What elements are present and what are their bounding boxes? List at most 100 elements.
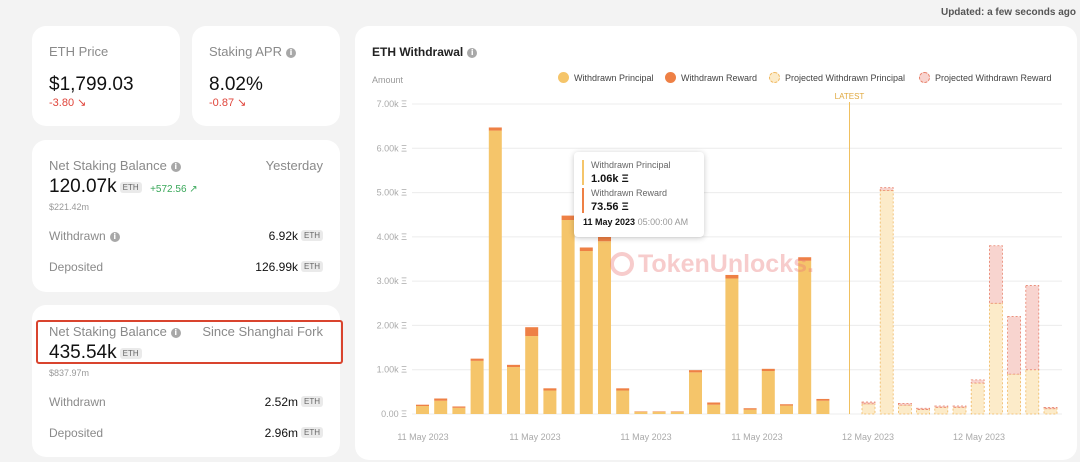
net-staking-change: +572.56 ↗ (150, 184, 198, 195)
reward-bar (488, 127, 502, 131)
principal-bar (598, 241, 611, 414)
projected-principal-bar (952, 406, 967, 415)
eth-unit-tag: ETH (301, 427, 323, 438)
y-tick-label: 0.00 Ξ (381, 409, 407, 419)
reward-bar (561, 215, 575, 221)
deposited-label: Deposited (49, 426, 104, 440)
eth-unit-tag: ETH (301, 230, 323, 241)
principal-bar (725, 278, 739, 414)
tooltip-principal-label: Withdrawn Principal (591, 160, 671, 170)
withdrawn-label: Withdrawn (49, 395, 106, 409)
y-tick-label: 5.00k Ξ (377, 188, 408, 198)
projected-principal-bar (1007, 373, 1021, 415)
withdrawn-row: Withdrawn 2.52m ETH (49, 395, 323, 409)
principal-bar (488, 130, 502, 415)
principal-bar (689, 372, 702, 414)
withdrawn-value: 6.92k (268, 229, 298, 243)
reward-bar (507, 364, 520, 368)
legend-swatch (558, 72, 569, 83)
legend-swatch (919, 72, 930, 83)
net-staking-value-row: 120.07k ETH +572.56 ↗ (49, 176, 198, 198)
tooltip-datetime: 11 May 2023 05:00:00 AM (583, 217, 688, 227)
deposited-value: 2.96m (264, 426, 298, 440)
projected-reward-bar (934, 405, 949, 408)
net-staking-label-row: Net Staking Balance i (49, 158, 181, 173)
y-tick-label: 2.00k Ξ (377, 320, 408, 330)
reward-bar (416, 404, 429, 407)
reward-bar (579, 247, 593, 252)
projected-reward-bar (989, 245, 1003, 304)
legend-projected-reward[interactable]: Projected Withdrawn Reward (919, 72, 1052, 83)
net-staking-value-row: 435.54k ETH (49, 342, 142, 364)
principal-bar (707, 404, 721, 414)
reward-bar (434, 398, 448, 401)
projected-principal-bar (970, 382, 985, 415)
tooltip-principal-value: 1.06k Ξ (591, 173, 629, 185)
principal-bar (434, 400, 448, 414)
info-icon[interactable]: i (109, 232, 120, 242)
eth-price-value: $1,799.03 (49, 74, 134, 95)
eth-price-label: ETH Price (49, 44, 109, 59)
net-staking-usd: $221.42m (49, 202, 90, 212)
legend-projected-principal[interactable]: Projected Withdrawn Principal (769, 72, 905, 83)
reward-bar (798, 257, 812, 261)
withdrawn-label: Withdrawn (49, 229, 106, 243)
staking-apr-card: Staking APR i 8.02% -0.87 ↘ (192, 26, 340, 126)
projected-reward-bar (970, 379, 985, 384)
staking-apr-change: -0.87 ↘ (209, 97, 247, 109)
info-icon[interactable]: i (467, 48, 478, 58)
y-axis-label: Amount (372, 75, 404, 85)
principal-bar (652, 411, 666, 414)
projected-reward-bar (1025, 285, 1040, 371)
info-icon[interactable]: i (170, 162, 181, 172)
info-icon[interactable]: i (286, 48, 296, 58)
tooltip-reward-marker (582, 188, 584, 213)
y-tick-label: 4.00k Ξ (377, 232, 408, 242)
legend-label: Withdrawn Principal (574, 73, 654, 83)
projected-principal-bar (916, 409, 930, 415)
projected-reward-bar (861, 401, 876, 405)
watermark: TokenUnlocks. (610, 250, 814, 279)
y-tick-label: 1.00k Ξ (377, 365, 408, 375)
legend-label: Projected Withdrawn Reward (935, 73, 1052, 83)
withdrawn-value-group: 2.52m ETH (265, 395, 323, 409)
reward-bar (616, 388, 630, 391)
projected-principal-bar (1043, 408, 1058, 415)
projected-principal-bar (879, 189, 894, 415)
y-tick-label: 7.00k Ξ (377, 99, 408, 109)
net-staking-value: 435.54k (49, 342, 117, 363)
projected-principal-bar (1025, 369, 1040, 415)
withdrawn-value-group: 6.92k ETH (269, 229, 323, 243)
principal-bar (616, 390, 630, 414)
projected-reward-bar (879, 187, 894, 191)
deposited-value-group: 2.96m ETH (265, 426, 323, 440)
legend-label: Projected Withdrawn Principal (785, 73, 906, 83)
projected-principal-bar (989, 302, 1003, 415)
legend-withdrawn-principal[interactable]: Withdrawn Principal (558, 72, 654, 83)
projected-principal-bar (861, 403, 876, 415)
reward-bar (780, 404, 793, 406)
principal-bar (798, 260, 812, 414)
eth-unit-tag: ETH (119, 182, 142, 193)
watermark-logo-icon (610, 252, 634, 276)
net-staking-label-row: Net Staking Balance i (49, 324, 181, 339)
principal-bar (470, 360, 484, 414)
eth-price-change: -3.80 ↘ (49, 97, 87, 109)
net-staking-label: Net Staking Balance (49, 324, 167, 339)
net-staking-value: 120.07k (49, 176, 117, 197)
eth-price-card: ETH Price $1,799.03 -3.80 ↘ (32, 26, 180, 126)
x-tick-label: 12 May 2023 (842, 432, 894, 442)
legend-swatch (769, 72, 780, 83)
chart-title: ETH Withdrawal (372, 45, 464, 59)
staking-apr-value: 8.02% (209, 74, 263, 95)
principal-bar (452, 407, 466, 414)
withdrawn-row: Withdrawn i 6.92k ETH (49, 229, 323, 243)
highlight-box (36, 320, 343, 364)
tooltip-reward-label: Withdrawn Reward (591, 188, 668, 198)
principal-bar (579, 251, 593, 414)
principal-bar (561, 220, 575, 414)
legend-withdrawn-reward[interactable]: Withdrawn Reward (665, 72, 757, 83)
principal-bar (780, 405, 793, 414)
info-icon[interactable]: i (170, 328, 181, 338)
period-label: Since Shanghai Fork (202, 324, 323, 339)
